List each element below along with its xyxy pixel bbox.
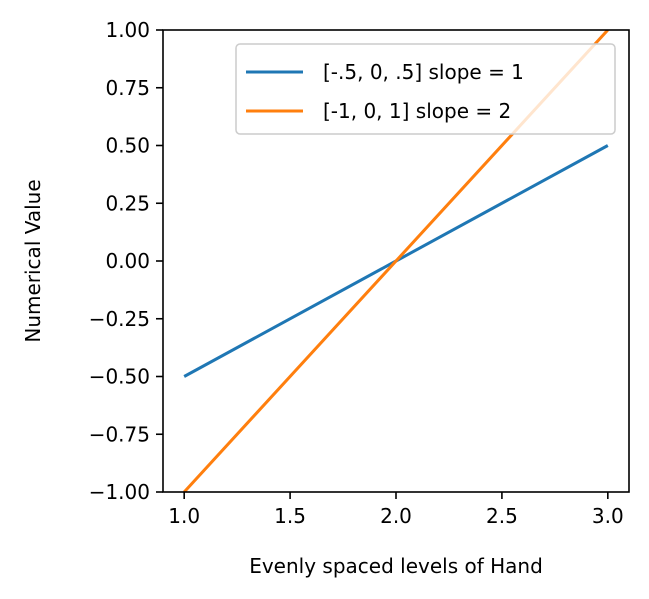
y-tick-label: 0.75 [105, 76, 150, 100]
x-tick-label: 3.0 [592, 504, 624, 528]
legend-box [235, 43, 616, 135]
y-tick-label: −1.00 [89, 480, 150, 504]
y-tick-label: 0.25 [105, 191, 150, 215]
x-tick-label: 2.0 [380, 504, 412, 528]
y-tick-label: 1.00 [105, 18, 150, 42]
x-tick-label: 2.5 [486, 504, 518, 528]
y-axis-label: Numerical Value [21, 179, 45, 342]
x-axis: 1.0 1.5 2.0 2.5 3.0 [168, 492, 624, 528]
legend-label-2: [-1, 0, 1] slope = 2 [323, 99, 511, 123]
x-tick-label: 1.5 [274, 504, 306, 528]
legend-label-1: [-.5, 0, .5] slope = 1 [323, 60, 524, 84]
y-tick-label: 0.00 [105, 249, 150, 273]
y-tick-label: −0.50 [89, 365, 150, 389]
y-tick-label: −0.25 [89, 307, 150, 331]
y-axis: −1.00 −0.75 −0.50 −0.25 0.00 0.25 0.50 0.75 1.00 [89, 18, 163, 504]
legend: [-.5, 0, .5] slope = 1 [-1, 0, 1] slope =… [235, 43, 616, 135]
x-tick-label: 1.0 [168, 504, 200, 528]
y-tick-label: 0.50 [105, 134, 150, 158]
x-axis-label: Evenly spaced levels of Hand [249, 554, 543, 578]
y-tick-label: −0.75 [89, 422, 150, 446]
